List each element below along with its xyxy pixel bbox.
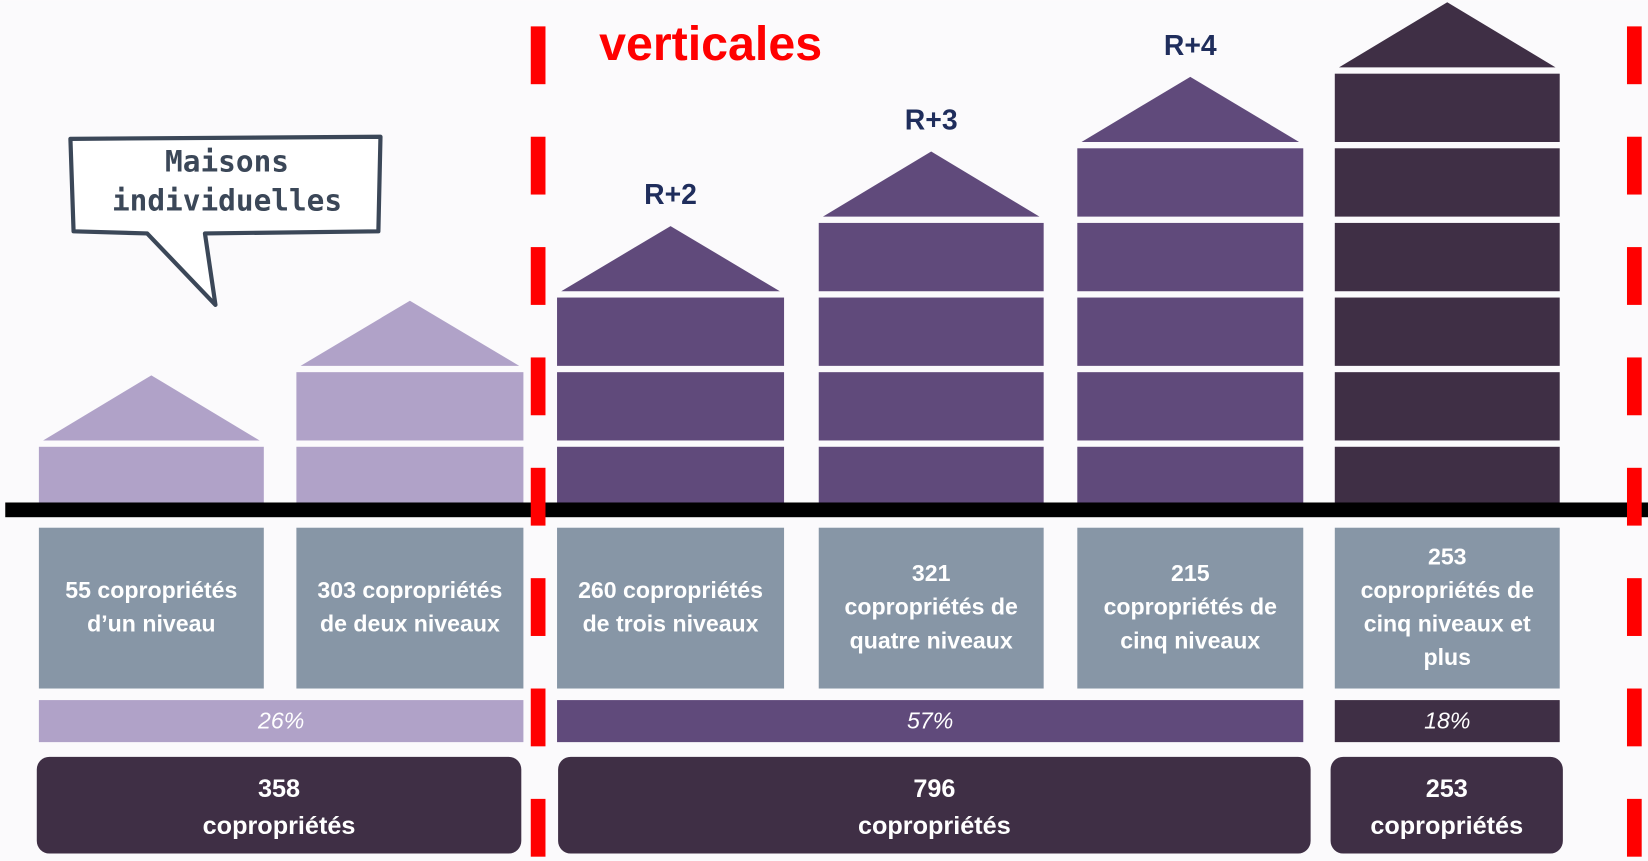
floor <box>1334 297 1560 366</box>
floor <box>1334 148 1560 217</box>
bubble-text: individuelles <box>112 183 342 217</box>
floor <box>1077 297 1304 366</box>
floor <box>1077 372 1304 441</box>
total-box <box>36 756 522 854</box>
total-text: copropriétés <box>203 812 356 840</box>
floor <box>1077 222 1304 292</box>
roof <box>43 375 260 441</box>
description-text: 55 copropriétés <box>65 577 237 603</box>
share-text: 26% <box>257 707 304 733</box>
description-text: 260 copropriétés <box>578 577 763 603</box>
share-text: 57% <box>907 707 953 733</box>
total-box <box>558 756 1311 854</box>
share-bar <box>557 700 1304 743</box>
roof <box>1081 76 1300 142</box>
bubble-text: Maisons <box>165 145 289 179</box>
red-dash <box>1626 798 1642 857</box>
buildings: R+2 R+3 R+4 <box>38 2 1560 510</box>
floor <box>818 297 1044 366</box>
share-bar <box>1334 700 1560 743</box>
floor <box>557 372 785 441</box>
floor <box>818 222 1044 292</box>
red-dash <box>530 798 546 857</box>
red-dash <box>1626 247 1642 305</box>
level-label: R+4 <box>1164 30 1217 62</box>
roof <box>561 226 780 292</box>
level-label: R+3 <box>905 105 958 137</box>
red-dash <box>1626 357 1642 416</box>
red-dash <box>530 578 546 636</box>
total-text: 796 <box>913 775 955 803</box>
description-text: cinq niveaux <box>1120 627 1260 653</box>
description-box <box>296 527 524 689</box>
description-text: 215 <box>1171 560 1210 586</box>
floor <box>1334 73 1560 142</box>
red-dash <box>1626 688 1642 747</box>
description-text: copropriétés de <box>1104 594 1278 620</box>
description-box <box>818 527 1044 689</box>
description-text: 253 <box>1428 543 1467 569</box>
title: verticales <box>599 17 822 71</box>
description-text: de trois niveaux <box>583 611 759 637</box>
floor <box>1334 446 1560 510</box>
red-dash <box>530 688 546 747</box>
ground-line <box>5 502 1648 518</box>
description-box <box>557 527 785 689</box>
share-bar <box>38 700 524 743</box>
description-text: quatre niveaux <box>850 627 1013 653</box>
roof <box>1339 2 1556 68</box>
red-dash <box>1626 467 1642 526</box>
floor <box>1334 222 1560 292</box>
description-text: d’un niveau <box>87 611 215 637</box>
red-dash <box>530 247 546 305</box>
floor <box>557 446 785 510</box>
info-boxes: 55 copropriétés d’un niveau 303 copropriét… <box>36 527 1563 854</box>
floor <box>818 372 1044 441</box>
description-text: plus <box>1423 644 1471 670</box>
red-dash <box>1626 578 1642 636</box>
red-dash <box>530 467 546 526</box>
red-dash <box>530 26 546 85</box>
total-text: copropriétés <box>1370 812 1523 840</box>
floor <box>38 446 264 510</box>
description-text: cinq niveaux et <box>1364 611 1531 637</box>
description-box <box>1077 527 1304 689</box>
roof <box>300 300 520 366</box>
floor <box>296 446 524 510</box>
red-dash <box>1626 136 1642 195</box>
floor <box>557 297 785 366</box>
red-dash <box>530 136 546 195</box>
roof <box>822 151 1040 217</box>
description-text: de deux niveaux <box>320 611 500 637</box>
speech-bubble <box>68 134 383 308</box>
description-box <box>1334 527 1560 689</box>
description-text: 303 copropriétés <box>317 577 502 603</box>
dividers <box>530 26 1642 857</box>
share-text: 18% <box>1424 707 1470 733</box>
floor <box>296 372 524 441</box>
floor <box>1077 148 1304 217</box>
total-text: copropriétés <box>858 812 1011 840</box>
total-text: 253 <box>1426 775 1468 803</box>
total-text: 358 <box>258 775 300 803</box>
floor <box>1077 446 1304 510</box>
level-label: R+2 <box>644 179 697 211</box>
total-box <box>1330 756 1563 854</box>
description-text: copropriétés de <box>845 594 1019 620</box>
description-text: copropriétés de <box>1361 577 1535 603</box>
red-dash <box>1626 26 1642 85</box>
floor <box>1334 372 1560 441</box>
description-box <box>38 527 264 689</box>
red-dash <box>530 357 546 416</box>
floor <box>818 446 1044 510</box>
description-text: 321 <box>912 560 951 586</box>
